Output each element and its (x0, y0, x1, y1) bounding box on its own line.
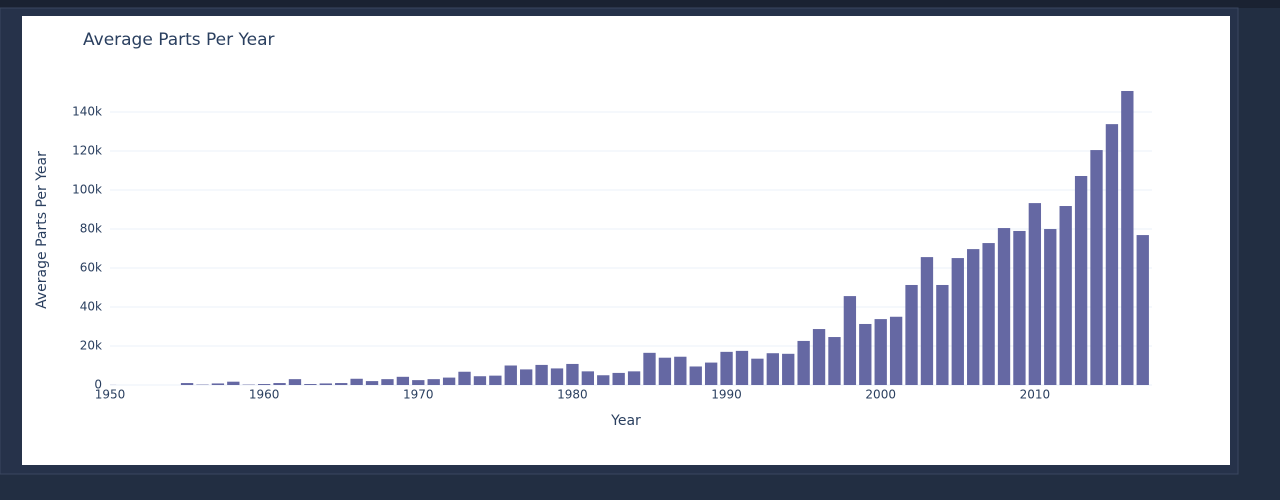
bar (782, 353, 795, 385)
bar (458, 371, 471, 385)
bar (828, 337, 841, 385)
bar (581, 371, 595, 385)
bar (304, 384, 317, 385)
bar (689, 366, 702, 385)
bar (797, 340, 810, 385)
bar (273, 383, 286, 385)
bar (211, 383, 225, 385)
bar (674, 356, 687, 385)
bar (951, 258, 964, 385)
top-strip (0, 0, 1280, 8)
bar (920, 257, 934, 385)
bar (1044, 229, 1057, 385)
x-tick-label: 1980 (557, 388, 588, 402)
x-tick-label: 1950 (95, 388, 126, 402)
bar (396, 376, 410, 385)
bar (843, 296, 857, 385)
bar (473, 376, 487, 385)
chart-title: Average Parts Per Year (83, 30, 275, 50)
bar (550, 368, 564, 385)
bar (412, 380, 425, 385)
bar (751, 358, 764, 385)
bar (982, 243, 995, 385)
x-tick-label: 1960 (249, 388, 280, 402)
bar (489, 375, 502, 385)
x-axis-title: Year (610, 413, 641, 429)
bar (381, 379, 394, 385)
bar (967, 249, 980, 385)
bar (350, 378, 363, 385)
bar (319, 383, 332, 385)
bar (859, 323, 872, 385)
x-tick-label: 2010 (1020, 388, 1051, 402)
bar (535, 364, 548, 385)
bar (1121, 90, 1134, 385)
y-tick-label: 20k (80, 339, 102, 353)
bar (658, 357, 672, 385)
bar (597, 375, 610, 385)
bar (1105, 124, 1119, 385)
y-tick-label: 140k (72, 105, 102, 119)
y-tick-label: 100k (72, 183, 102, 197)
bar (766, 353, 779, 385)
y-tick-label: 60k (80, 261, 102, 275)
bar (257, 384, 271, 385)
bar (812, 329, 826, 385)
y-tick-label: 120k (72, 144, 102, 158)
x-tick-label: 2000 (865, 388, 896, 402)
bar (627, 371, 641, 385)
bar (335, 383, 348, 385)
bar (735, 350, 749, 385)
bar (704, 362, 718, 385)
bar (504, 365, 517, 385)
bar (1013, 230, 1026, 385)
bar (427, 379, 440, 385)
y-tick-label: 0 (94, 378, 102, 392)
bar (365, 381, 379, 385)
bar (1090, 150, 1103, 385)
y-tick-label: 40k (80, 300, 102, 314)
bar (442, 377, 456, 385)
bar (612, 372, 625, 385)
x-tick-label: 1990 (711, 388, 742, 402)
chart-area (22, 16, 1230, 465)
bar (643, 352, 656, 385)
bar (227, 381, 240, 385)
bar (1028, 203, 1042, 385)
bar (1059, 206, 1072, 385)
bar (566, 363, 579, 385)
bar (180, 383, 194, 385)
bar (1136, 235, 1149, 385)
y-axis-title: Average Parts Per Year (34, 151, 50, 309)
bar (905, 284, 918, 385)
y-tick-label: 80k (80, 222, 102, 236)
bar (520, 369, 533, 385)
bar (997, 228, 1011, 385)
bar (874, 319, 887, 385)
bar (1074, 175, 1088, 385)
bar (720, 351, 733, 385)
x-tick-label: 1970 (403, 388, 434, 402)
bar (936, 284, 949, 385)
bar (288, 379, 302, 385)
bar (889, 316, 903, 385)
